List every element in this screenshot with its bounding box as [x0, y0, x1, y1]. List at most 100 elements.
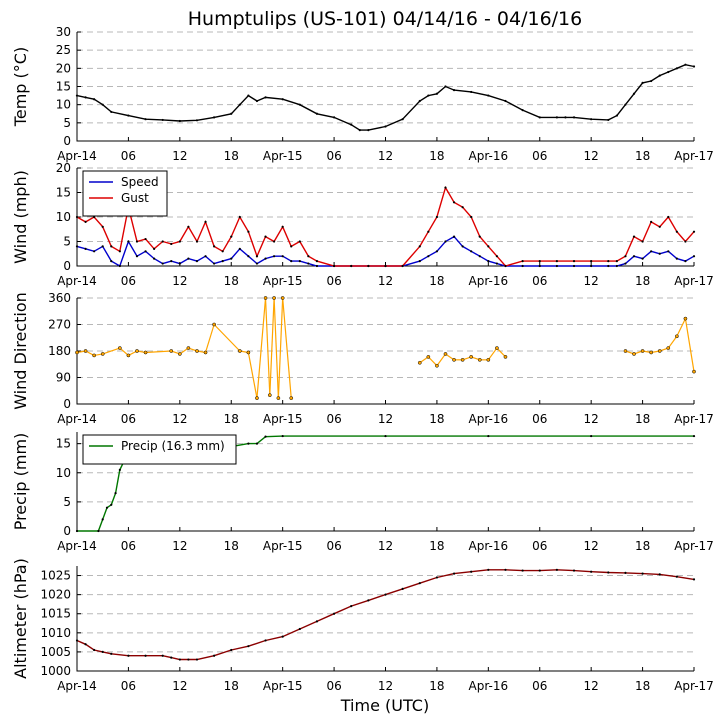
series-segment — [145, 350, 172, 354]
data-point — [264, 257, 267, 260]
data-point — [203, 350, 208, 355]
x-tick-label: 06 — [532, 274, 547, 288]
y-tick-label: 0 — [63, 134, 71, 148]
y-tick-label: 90 — [56, 371, 71, 385]
data-point — [555, 116, 558, 119]
data-point — [298, 240, 301, 243]
legend-label: Speed — [121, 175, 159, 189]
data-point — [110, 652, 113, 655]
data-point — [280, 296, 285, 300]
data-point — [281, 635, 284, 638]
data-point — [350, 604, 353, 608]
data-point — [350, 123, 353, 126]
x-tick-label: 18 — [224, 539, 239, 553]
data-point — [75, 245, 79, 248]
data-point — [418, 582, 421, 585]
data-point — [443, 352, 448, 356]
data-point — [650, 250, 653, 253]
series-segment — [204, 324, 215, 353]
data-point — [315, 112, 319, 115]
legend-label: Gust — [121, 191, 149, 205]
data-point — [418, 99, 421, 103]
series-segment — [684, 318, 695, 372]
data-point — [615, 264, 618, 268]
data-point — [427, 94, 430, 97]
data-point — [401, 264, 404, 268]
data-point — [384, 593, 387, 596]
data-point — [692, 369, 696, 374]
data-point — [307, 255, 310, 258]
data-point — [632, 92, 636, 95]
data-point — [97, 529, 100, 533]
series-segment — [102, 347, 121, 355]
data-point — [658, 573, 661, 576]
data-point — [521, 109, 524, 112]
data-point — [178, 262, 181, 265]
data-point — [101, 650, 104, 654]
data-point — [590, 118, 593, 121]
data-point — [640, 349, 645, 353]
data-point — [590, 434, 593, 438]
data-point — [667, 250, 670, 253]
data-point — [161, 262, 164, 265]
data-point — [230, 235, 233, 238]
data-point — [247, 94, 250, 97]
x-tick-label: Apr-14 — [57, 679, 97, 693]
data-point — [555, 260, 558, 263]
x-tick-label: 12 — [378, 274, 393, 288]
data-point — [427, 255, 430, 258]
data-point — [315, 620, 319, 623]
x-tick-label: 06 — [121, 539, 136, 553]
data-point — [230, 257, 233, 260]
y-tick-label: 0 — [63, 397, 71, 411]
x-tick-label: 12 — [172, 274, 187, 288]
y-tick-label: 5 — [63, 116, 71, 130]
x-tick-label: 18 — [429, 412, 444, 426]
data-point — [692, 255, 696, 258]
data-point — [607, 118, 610, 122]
series-segment — [436, 353, 446, 367]
data-point — [675, 334, 679, 339]
data-point — [692, 578, 696, 581]
data-point — [572, 569, 576, 572]
data-point — [204, 220, 207, 223]
data-point — [504, 264, 507, 268]
data-point — [93, 648, 96, 652]
data-point — [298, 260, 301, 263]
data-point — [692, 65, 696, 68]
y-axis-label: Precip (mm) — [11, 433, 30, 531]
x-tick-label: 06 — [121, 679, 136, 693]
data-point — [264, 96, 267, 99]
y-tick-label: 10 — [56, 98, 71, 112]
chart-title: Humptulips (US-101) 04/14/16 - 04/16/16 — [188, 8, 583, 30]
data-point — [572, 264, 576, 268]
x-tick-label: 18 — [224, 274, 239, 288]
x-tick-label: 18 — [429, 679, 444, 693]
data-point — [435, 215, 439, 219]
data-point — [144, 250, 147, 253]
data-point — [75, 350, 79, 355]
data-point — [452, 572, 456, 575]
legend-box — [82, 434, 237, 465]
series-segment — [264, 297, 271, 396]
x-tick-label: 06 — [326, 412, 341, 426]
wind-panel: 0 5 10 15 20 Apr-14 06 12 18 Apr-15 06 12 18 Apr-16 06… — [11, 161, 714, 288]
data-point — [590, 570, 593, 573]
data-point — [186, 346, 191, 350]
data-point — [478, 235, 481, 238]
x-tick-label: Apr-16 — [469, 539, 509, 553]
data-point — [487, 260, 490, 263]
data-point — [307, 262, 310, 265]
data-point — [255, 99, 259, 103]
data-point — [487, 245, 490, 248]
data-point — [247, 645, 250, 648]
data-point — [187, 225, 190, 228]
data-point — [255, 262, 259, 265]
data-point — [153, 257, 156, 260]
series-segment — [496, 347, 506, 358]
x-tick-label: Apr-16 — [469, 149, 509, 163]
data-point — [187, 257, 190, 260]
data-point — [263, 296, 268, 300]
x-tick-label: 12 — [584, 274, 599, 288]
